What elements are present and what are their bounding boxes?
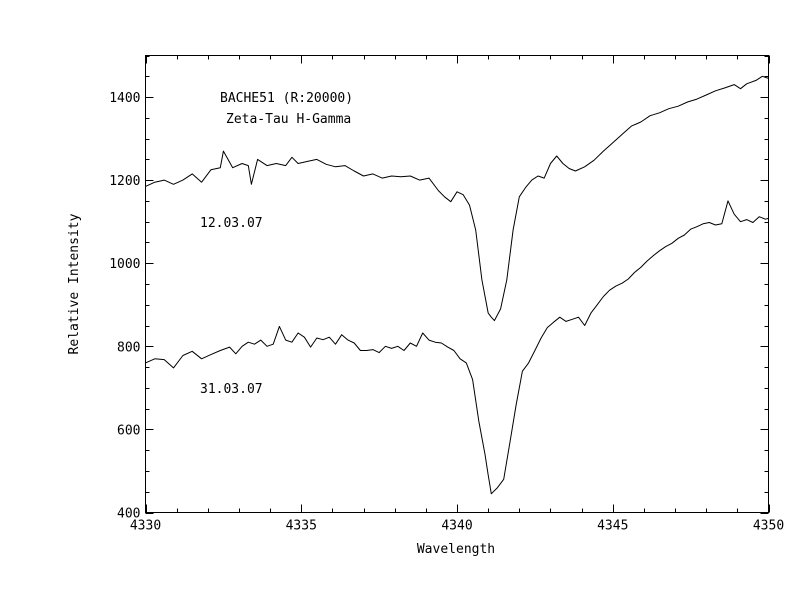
chart-title: BACHE51 (R:20000) xyxy=(220,91,353,106)
x-tick-label: 4350 xyxy=(753,519,784,534)
x-axis: 4330 4335 4340 4345 4350 xyxy=(130,55,784,534)
x-tick-label: 4340 xyxy=(441,519,472,534)
x-axis-label: Wavelength xyxy=(417,542,495,557)
x-tick-label: 4330 xyxy=(130,519,161,534)
y-axis: 400 600 800 1000 1200 1400 xyxy=(109,56,769,522)
series-group xyxy=(145,75,769,495)
x-tick-label: 4335 xyxy=(286,519,317,534)
y-tick-label: 600 xyxy=(117,423,140,438)
x-tick-label: 4345 xyxy=(597,519,628,534)
y-axis-label: Relative Intensity xyxy=(67,213,82,354)
y-tick-label: 1000 xyxy=(109,257,140,272)
series-label-31-03-07: 31.03.07 xyxy=(200,382,263,397)
series-label-12-03-07: 12.03.07 xyxy=(200,216,263,231)
y-tick-label: 400 xyxy=(117,507,140,522)
y-tick-label: 800 xyxy=(117,340,140,355)
chart-subtitle: Zeta-Tau H-Gamma xyxy=(226,112,351,127)
series-line-2 xyxy=(145,200,769,495)
y-tick-label: 1200 xyxy=(109,174,140,189)
y-tick-label: 1400 xyxy=(109,91,140,106)
series-line-1 xyxy=(145,75,769,322)
